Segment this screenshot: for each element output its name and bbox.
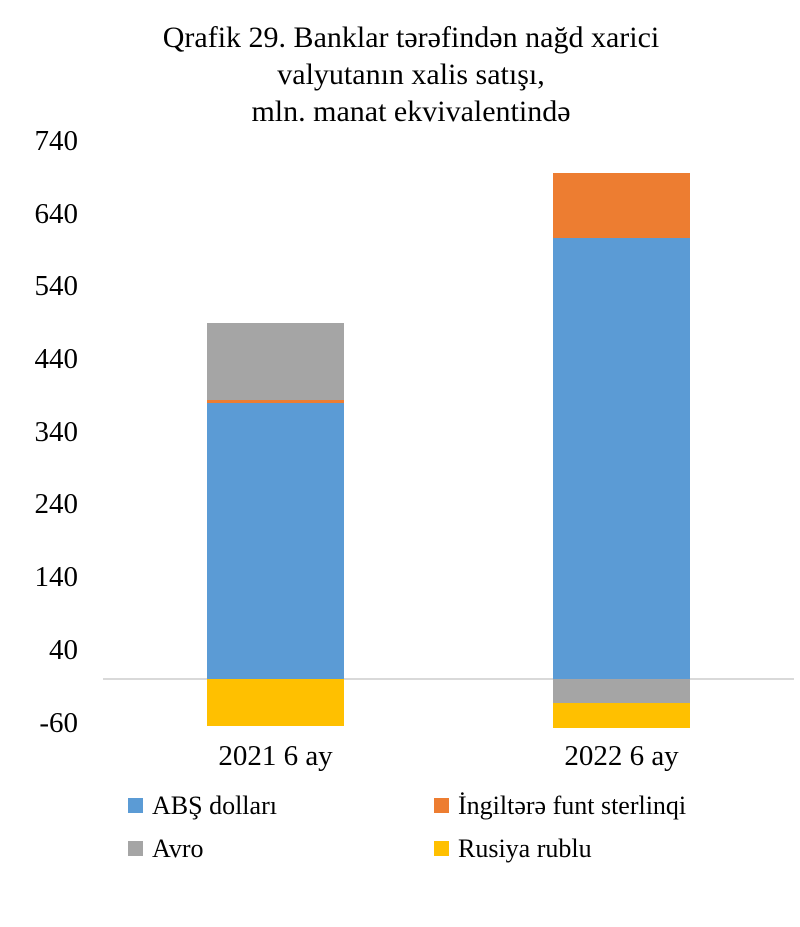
x-axis-category-label: 2021 6 ay xyxy=(218,740,333,772)
y-axis-tick-label: -60 xyxy=(39,706,78,739)
legend-swatch-icon xyxy=(434,841,449,856)
bar-segment xyxy=(207,679,344,727)
x-axis-category-label: 2022 6 ay xyxy=(564,740,679,772)
y-axis-tick-label: 340 xyxy=(34,415,79,448)
legend-item: İngiltərə funt sterlinqi xyxy=(434,791,686,821)
x-axis-zero-line xyxy=(103,678,794,680)
chart-title: Qrafik 29. Banklar tərəfindən nağd xaric… xyxy=(22,19,800,130)
chart-legend: ABŞ dolları İngiltərə funt sterlinqi Avro R… xyxy=(128,784,686,870)
legend-swatch-icon xyxy=(434,798,449,813)
legend-label: ABŞ dolları xyxy=(152,790,277,820)
legend-label: Avro xyxy=(152,833,204,863)
bar-segment xyxy=(553,172,690,239)
legend-swatch-icon xyxy=(128,841,143,856)
bar-segment xyxy=(207,399,344,403)
y-axis-tick-label: 740 xyxy=(34,124,79,157)
y-axis-tick-label: 140 xyxy=(34,561,79,594)
chart-title-line-3: mln. manat ekvivalentində xyxy=(251,95,571,128)
bar-segment xyxy=(553,702,690,728)
legend-label: Rusiya rublu xyxy=(458,833,592,863)
legend-swatch-icon xyxy=(128,798,143,813)
bar-segment xyxy=(553,238,690,679)
legend-label: İngiltərə funt sterlinqi xyxy=(458,790,687,820)
y-axis-tick-label: 640 xyxy=(34,197,79,230)
legend-item: ABŞ dolları xyxy=(128,791,434,821)
legend-item: Rusiya rublu xyxy=(434,834,686,864)
bar-segment xyxy=(207,402,344,679)
bar-segment xyxy=(207,322,344,400)
y-axis-tick-label: 240 xyxy=(34,488,79,521)
y-axis-tick-label: 40 xyxy=(49,633,78,666)
legend-item: Avro xyxy=(128,834,434,864)
chart-title-line-1: Qrafik 29. Banklar tərəfindən nağd xaric… xyxy=(162,21,660,54)
chart-title-line-2: valyutanın xalis satışı, xyxy=(277,58,545,91)
bar-segment xyxy=(553,679,690,703)
y-axis-tick-label: 540 xyxy=(34,270,79,303)
y-axis-tick-label: 440 xyxy=(34,343,79,376)
